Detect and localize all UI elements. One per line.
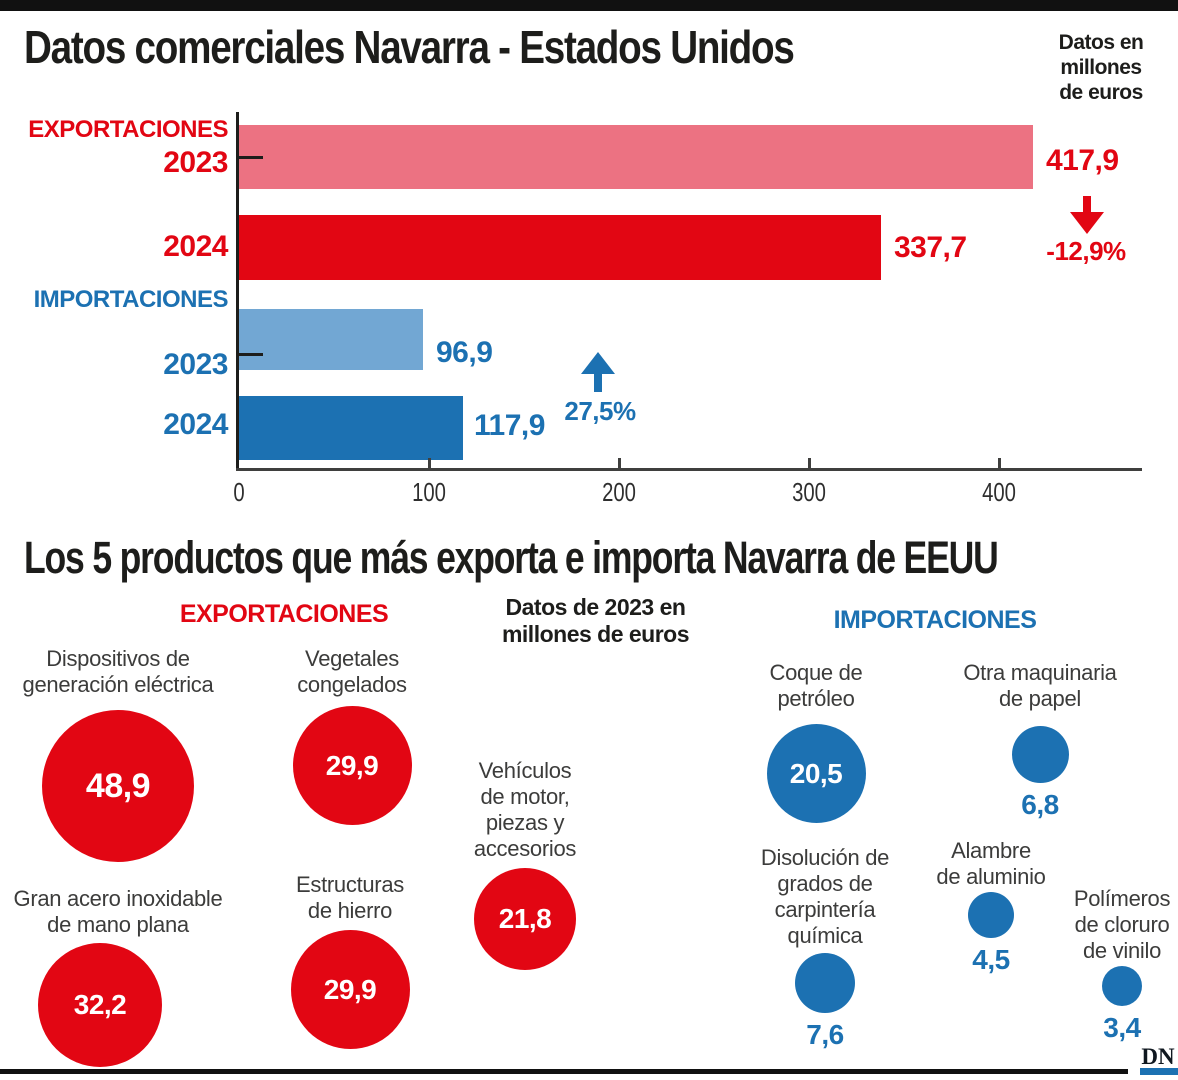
x-tick-label-200: 200 <box>602 477 636 507</box>
bubble-label: Estructuras de hierro <box>296 872 404 923</box>
bubble-label: Disolución de grados de carpintería quím… <box>760 845 890 948</box>
bar-import-2023 <box>239 309 423 370</box>
bubble-group-coque: Coque de petróleo 20,5 <box>726 660 906 823</box>
x-tick-400 <box>998 458 1001 468</box>
bubble-circle <box>1102 966 1142 1006</box>
bubble-value-under: 7,6 <box>806 1019 844 1050</box>
dn-logo: DN <box>1141 1044 1175 1069</box>
bubble-label: Coque de petróleo <box>769 660 863 711</box>
bubble-value: 21,8 <box>498 903 552 934</box>
bubble-group-disolucion: Disolución de grados de carpintería quím… <box>725 845 925 1051</box>
bubble-group-otra-maquinaria: Otra maquinaria de papel 6,8 <box>935 660 1145 821</box>
bubble-value: 48,9 <box>85 766 151 805</box>
bar-export-2024 <box>239 215 881 280</box>
bubble-label: Alambre de aluminio <box>936 838 1046 889</box>
x-tick-label-400: 400 <box>982 477 1016 507</box>
bar-import-2024 <box>239 396 463 460</box>
bubble-value-under: 3,4 <box>1103 1012 1141 1043</box>
bubble-group-dispositivos: Dispositivos de generación eléctrica 48,… <box>3 646 233 862</box>
axis-tick-export-2023 <box>239 156 263 159</box>
bubble-label: Gran acero inoxidable de mano plana <box>13 886 223 937</box>
export-2024-year-label: 2024 <box>163 230 228 263</box>
x-tick-label-0: 0 <box>233 477 245 507</box>
export-2023-year-label: 2023 <box>163 146 228 179</box>
x-axis-line <box>236 468 1142 471</box>
bubble-circle: 29,9 <box>292 706 412 825</box>
bubble-value: 29,9 <box>323 973 377 1005</box>
bubble-group-vegetales: Vegetales congelados 29,9 <box>252 646 452 825</box>
bubble-group-vehiculos: Vehículos de motor, piezas y accesorios … <box>440 758 610 970</box>
bubble-circle <box>1011 726 1069 783</box>
unit-note: Datos en millones de euros <box>1058 31 1144 104</box>
bubble-chart-note: Datos de 2023 en millones de euros <box>501 594 690 647</box>
x-tick-300 <box>808 458 811 468</box>
value-import-2024: 117,9 <box>474 409 545 442</box>
bubble-group-estructuras: Estructuras de hierro 29,9 <box>250 872 450 1049</box>
importaciones-group-label: IMPORTACIONES <box>33 286 229 313</box>
bubble-circle: 20,5 <box>766 724 866 823</box>
bubble-chart-title: Los 5 productos que más exporta e import… <box>24 532 999 583</box>
bubble-circle <box>968 892 1014 938</box>
bubble-label: Vegetales congelados <box>297 646 407 697</box>
x-tick-200 <box>618 458 621 468</box>
bubble-value: 20,5 <box>789 757 843 789</box>
up-arrow-icon <box>579 352 617 392</box>
x-tick-100 <box>428 458 431 468</box>
bubble-value-under: 4,5 <box>972 944 1010 975</box>
bubble-label: Polímeros de cloruro de vinilo <box>1073 886 1171 963</box>
bubble-value-under: 6,8 <box>1021 789 1059 820</box>
export-change-pct: -12,9% <box>1046 236 1126 266</box>
y-axis-line <box>236 112 239 470</box>
x-tick-label-100: 100 <box>412 477 446 507</box>
down-arrow-icon <box>1068 196 1106 234</box>
bubble-circle: 29,9 <box>290 930 410 1049</box>
bar-chart-title: Datos comerciales Navarra - Estados Unid… <box>24 21 795 73</box>
bubble-label: Otra maquinaria de papel <box>963 660 1117 711</box>
bubble-value: 29,9 <box>325 749 379 781</box>
dn-logo-underline <box>1140 1068 1178 1075</box>
bubble-circle: 21,8 <box>474 868 576 970</box>
bubble-label: Dispositivos de generación eléctrica <box>22 646 214 697</box>
value-export-2023: 417,9 <box>1046 144 1119 177</box>
bubble-group-alambre: Alambre de aluminio 4,5 <box>901 838 1081 976</box>
exportaciones-group-label: EXPORTACIONES <box>28 116 228 143</box>
import-change-pct: 27,5% <box>564 396 636 426</box>
bubble-circle: 32,2 <box>38 943 162 1067</box>
importaciones-section-header: IMPORTACIONES <box>833 606 1037 634</box>
bubble-group-polimeros: Polímeros de cloruro de vinilo 3,4 <box>1042 886 1178 1044</box>
import-2024-year-label: 2024 <box>163 408 228 441</box>
bubble-circle: 48,9 <box>42 710 194 862</box>
value-import-2023: 96,9 <box>436 336 493 369</box>
bubble-label: Vehículos de motor, piezas y accesorios <box>473 758 577 861</box>
bubble-value: 32,2 <box>73 989 127 1020</box>
bottom-rule <box>0 1069 1128 1074</box>
bubble-group-gran-acero: Gran acero inoxidable de mano plana 32,2 <box>0 886 236 1067</box>
bar-export-2023 <box>239 125 1033 189</box>
x-tick-label-300: 300 <box>792 477 826 507</box>
value-export-2024: 337,7 <box>894 231 967 264</box>
top-rule <box>0 0 1178 11</box>
exportaciones-section-header: EXPORTACIONES <box>179 600 389 628</box>
bubble-circle <box>795 953 855 1013</box>
axis-tick-import-2023 <box>239 353 263 356</box>
import-2023-year-label: 2023 <box>163 348 228 381</box>
